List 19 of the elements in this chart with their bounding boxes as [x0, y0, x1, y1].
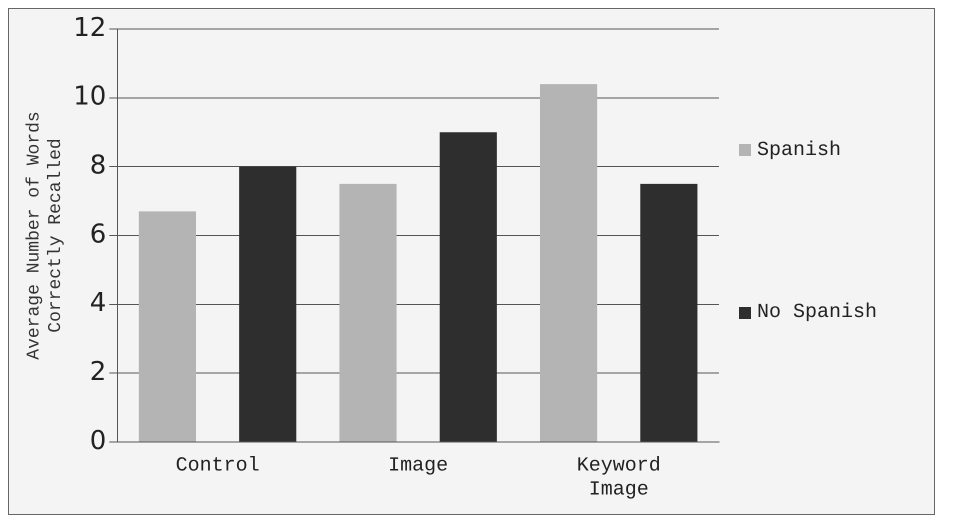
- y-tick-label: 2: [90, 356, 106, 387]
- y-tick-label: 0: [90, 426, 106, 456]
- y-axis-title: Average Number of Words Correctly Recalled: [24, 111, 66, 360]
- bar: [540, 84, 598, 442]
- x-tick-label: Keyword Image: [576, 454, 661, 502]
- legend-label: No Spanish: [757, 301, 878, 324]
- bar: [640, 184, 698, 442]
- bar: [440, 132, 497, 442]
- y-tick-label: 12: [73, 12, 106, 43]
- x-tick-label: Control: [176, 454, 260, 478]
- bar: [339, 184, 397, 442]
- bar: [239, 166, 296, 442]
- y-tick-label: 4: [90, 288, 106, 318]
- y-tick-label: 8: [90, 150, 106, 180]
- legend-label: Spanish: [757, 138, 842, 162]
- y-tick-label: 10: [73, 82, 106, 112]
- x-tick-label: Image: [388, 454, 448, 478]
- y-tick-label: 6: [90, 219, 106, 250]
- bar: [138, 211, 196, 442]
